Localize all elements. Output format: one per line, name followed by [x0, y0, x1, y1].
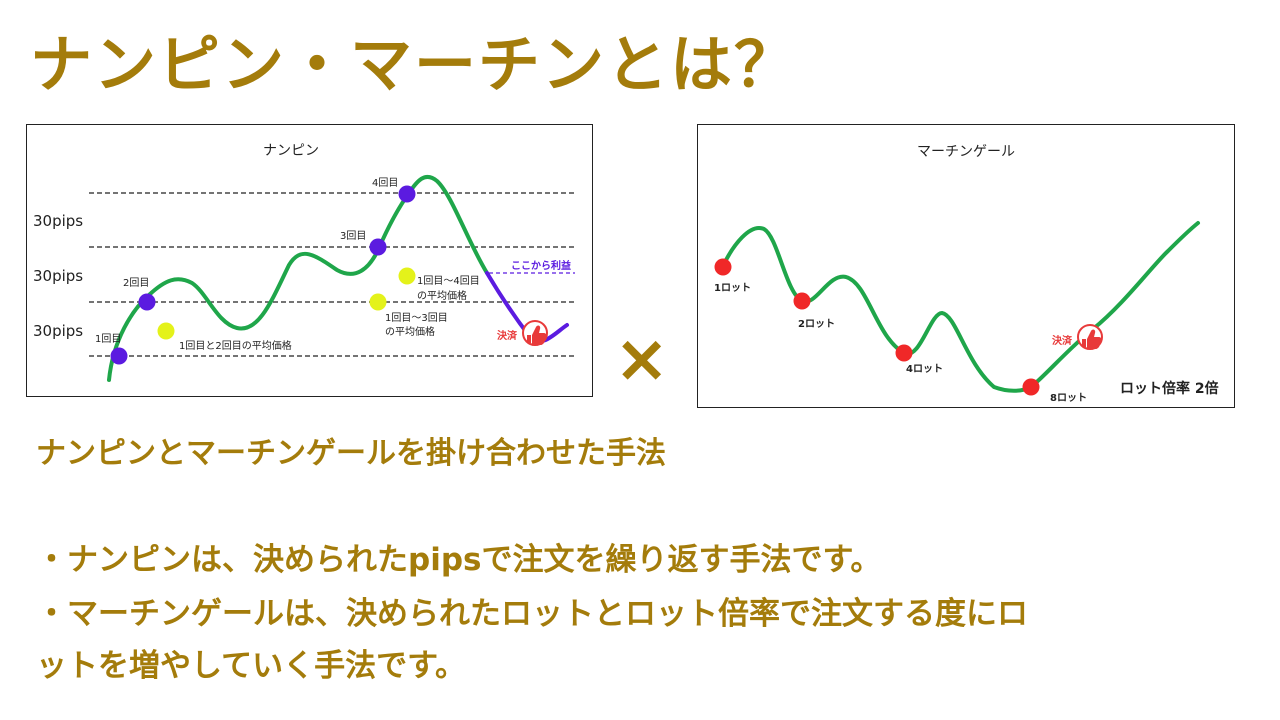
bullet-martingale: ・マーチンゲールは、決められたロットとロット倍率で注文する度にロ [36, 596, 1028, 632]
martingale-price-curve [721, 221, 1200, 393]
lot-label: 4ロット [906, 363, 943, 375]
nanpin-price-curve [107, 174, 489, 382]
average-point-1-3 [369, 293, 387, 311]
martingale-svg: マーチンゲール 1ロット 2ロット 4ロット 8ロット 決済 ロット倍率 2倍 [714, 144, 1219, 404]
entry-label: 1回目 [95, 333, 121, 345]
average-label-1-3: の平均価格 [385, 325, 435, 338]
bullet-nanpin: ・ナンピンは、決められたpipsで注文を繰り返す手法です。 [36, 542, 882, 578]
average-label-1-2: 1回目と2回目の平均価格 [179, 339, 292, 352]
entry-point-1 [110, 347, 128, 365]
pips-label: 30pips [33, 267, 83, 285]
lot-point-2 [793, 292, 811, 310]
lot-point-8 [1022, 378, 1040, 396]
lot-label: 2ロット [798, 318, 835, 330]
bullet-martingale-continued: ットを増やしていく手法です。 [36, 648, 466, 684]
entry-label: 4回目 [372, 177, 398, 189]
entry-point-4 [398, 185, 416, 203]
nanpin-title: ナンピン [263, 143, 319, 159]
pips-label: 30pips [33, 322, 83, 340]
lot-point-4 [895, 344, 913, 362]
lot-label: 8ロット [1050, 392, 1087, 404]
nanpin-svg: ナンピン 30pips 30pips 30pips 1回目 2回目 3回目 4回… [33, 143, 575, 382]
martingale-title: マーチンゲール [917, 144, 1015, 160]
average-label-1-4: の平均価格 [417, 289, 467, 302]
average-label-1-3: 1回目〜3回目 [385, 312, 448, 324]
entry-point-2 [138, 293, 156, 311]
lot-label: 1ロット [714, 282, 751, 294]
entry-label: 3回目 [340, 230, 366, 242]
lot-point-1 [714, 258, 732, 276]
average-label-1-4: 1回目〜4回目 [417, 275, 480, 287]
multiply-symbol: × [614, 320, 670, 397]
entry-point-3 [369, 238, 387, 256]
martingale-diagram: マーチンゲール 1ロット 2ロット 4ロット 8ロット 決済 ロット倍率 2倍 [697, 124, 1235, 408]
lot-multiplier-label: ロット倍率 2倍 [1120, 380, 1219, 397]
average-point-1-4 [398, 267, 416, 285]
nanpin-diagram: ナンピン 30pips 30pips 30pips 1回目 2回目 3回目 4回… [26, 124, 593, 397]
thumbs-up-icon [522, 320, 548, 346]
entry-label: 2回目 [123, 277, 149, 289]
pips-label: 30pips [33, 212, 83, 230]
settle-label: 決済 [497, 329, 518, 342]
thumbs-up-icon [1077, 324, 1103, 350]
average-point-1-2 [157, 322, 175, 340]
subtitle: ナンピンとマーチンゲールを掛け合わせた手法 [36, 436, 666, 471]
profit-label: ここから利益 [511, 259, 571, 272]
settle-label: 決済 [1052, 334, 1073, 347]
page-title: ナンピン・マーチンとは？ [30, 28, 799, 101]
